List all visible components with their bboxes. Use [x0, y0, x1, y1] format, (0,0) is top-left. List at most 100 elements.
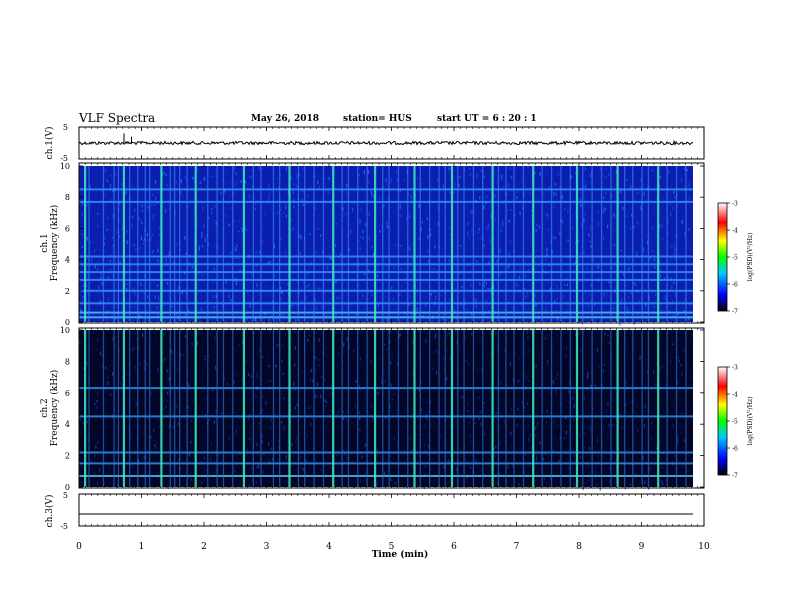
spectrogram-speckle	[563, 297, 565, 301]
spectrogram-speckle	[390, 361, 392, 365]
spectrogram-speckle	[598, 455, 600, 457]
spectrogram-speckle	[659, 250, 661, 252]
spectrogram-speckle	[507, 183, 509, 187]
spectrogram-speckle	[648, 296, 651, 301]
spectrogram-speckle	[181, 195, 183, 197]
spectrogram-speckle	[261, 238, 264, 243]
spectrogram-speckle	[670, 194, 672, 198]
spectrogram-speckle	[308, 335, 311, 337]
spectrogram-speckle	[500, 382, 502, 385]
spectrogram-speckle	[448, 330, 450, 332]
spectrogram-speckle	[110, 393, 112, 396]
spectrogram-speckle	[328, 177, 330, 180]
spectrogram-speckle	[98, 285, 100, 289]
spectrogram-speckle	[393, 436, 395, 440]
spectrogram-speckle	[587, 371, 589, 376]
spectrogram-speckle	[221, 398, 223, 401]
spectrogram-speckle	[152, 214, 154, 218]
spectrogram-speckle	[375, 234, 377, 237]
spectrogram-speckle	[239, 269, 241, 272]
sferic-streak	[582, 166, 584, 322]
spectrogram-speckle	[80, 309, 83, 312]
spectrogram-speckle	[191, 265, 193, 269]
spectrogram-speckle	[241, 379, 243, 383]
spectrogram-speckle	[250, 375, 252, 378]
sferic-streak	[347, 330, 350, 487]
spectrogram-speckle	[108, 465, 110, 470]
spectrogram-speckle	[150, 435, 152, 439]
spectrogram-speckle	[342, 417, 344, 421]
spectrogram-speckle	[375, 240, 377, 243]
spectrogram-speckle	[255, 443, 257, 445]
spectrogram-speckle	[358, 174, 360, 177]
spectrogram-speckle	[396, 363, 398, 366]
spectrogram-speckle	[536, 198, 538, 201]
spectrogram-speckle	[465, 458, 467, 462]
spectrogram-speckle	[516, 423, 518, 427]
spectrogram-speckle	[460, 245, 462, 247]
spectrogram-speckle	[137, 459, 140, 464]
spectrogram-speckle	[529, 418, 531, 421]
spectrogram-speckle	[295, 223, 297, 228]
spectrogram-speckle	[193, 454, 196, 458]
spectrogram-speckle	[131, 319, 133, 322]
spectrogram-speckle	[684, 235, 686, 238]
spectrogram-speckle	[688, 228, 690, 231]
spectrogram-speckle	[255, 318, 257, 322]
spectrogram-speckle	[424, 424, 426, 427]
spectrogram-speckle	[521, 303, 523, 306]
spectrogram-speckle	[246, 318, 248, 321]
spectrogram-speckle	[449, 168, 451, 170]
spectrogram-speckle	[637, 416, 640, 419]
spectrogram-speckle	[157, 313, 159, 318]
spectrogram-speckle	[283, 212, 285, 214]
x-tick-label: 10	[698, 542, 710, 552]
spectrogram-speckle	[538, 355, 540, 359]
spectrogram-speckle	[389, 259, 391, 263]
sferic-streak	[374, 166, 377, 322]
spectrogram-speckle	[510, 431, 512, 436]
spectrogram-speckle	[228, 437, 230, 440]
spectrogram-speckle	[487, 224, 489, 229]
spectrogram-speckle	[132, 216, 134, 219]
spectrogram-speckle	[267, 380, 269, 384]
spectrogram-speckle	[539, 171, 541, 176]
spectrogram-speckle	[79, 418, 81, 421]
spectrogram-speckle	[416, 177, 418, 179]
sferic-streak	[122, 166, 125, 322]
spectrogram-speckle	[596, 348, 598, 352]
spectrogram-speckle	[139, 425, 141, 429]
spectrogram-speckle	[256, 282, 258, 285]
sferic-streak	[313, 330, 315, 487]
spectrogram-speckle	[688, 242, 690, 245]
spectrogram-speckle	[578, 373, 580, 375]
spectrogram-speckle	[220, 178, 222, 181]
spectrogram-speckle	[527, 380, 530, 382]
spectrogram-speckle	[473, 313, 475, 317]
sferic-streak	[413, 330, 416, 487]
sferic-streak	[252, 166, 254, 322]
spectrogram-speckle	[416, 307, 418, 311]
spectrogram-speckle	[527, 330, 529, 334]
spectrogram-speckle	[303, 167, 305, 171]
spectrogram-speckle	[224, 189, 226, 193]
spectrogram-speckle	[162, 430, 164, 435]
spectrogram-speckle	[488, 296, 490, 299]
spectrogram-speckle	[603, 364, 605, 366]
spectrogram-speckle	[431, 227, 433, 229]
spectrogram-speckle	[516, 282, 518, 287]
spectrogram-speckle	[151, 234, 153, 236]
spectrogram-speckle	[314, 297, 316, 300]
spectrogram-speckle	[309, 233, 311, 235]
spectrogram-speckle	[570, 174, 572, 179]
spectrogram-speckle	[255, 480, 257, 485]
spectrogram-speckle	[265, 413, 268, 416]
spectrogram-speckle	[315, 251, 317, 254]
sferic-streak	[632, 330, 634, 487]
spectrogram-speckle	[550, 412, 552, 414]
spectrogram-speckle	[630, 184, 632, 189]
spectrogram-speckle	[516, 191, 518, 193]
ch1-colorbar: -3-4-5-6-7 log(PSD)(V²/Hz)	[717, 201, 754, 316]
spectrogram-speckle	[245, 180, 247, 184]
spectrogram-speckle	[538, 225, 541, 229]
